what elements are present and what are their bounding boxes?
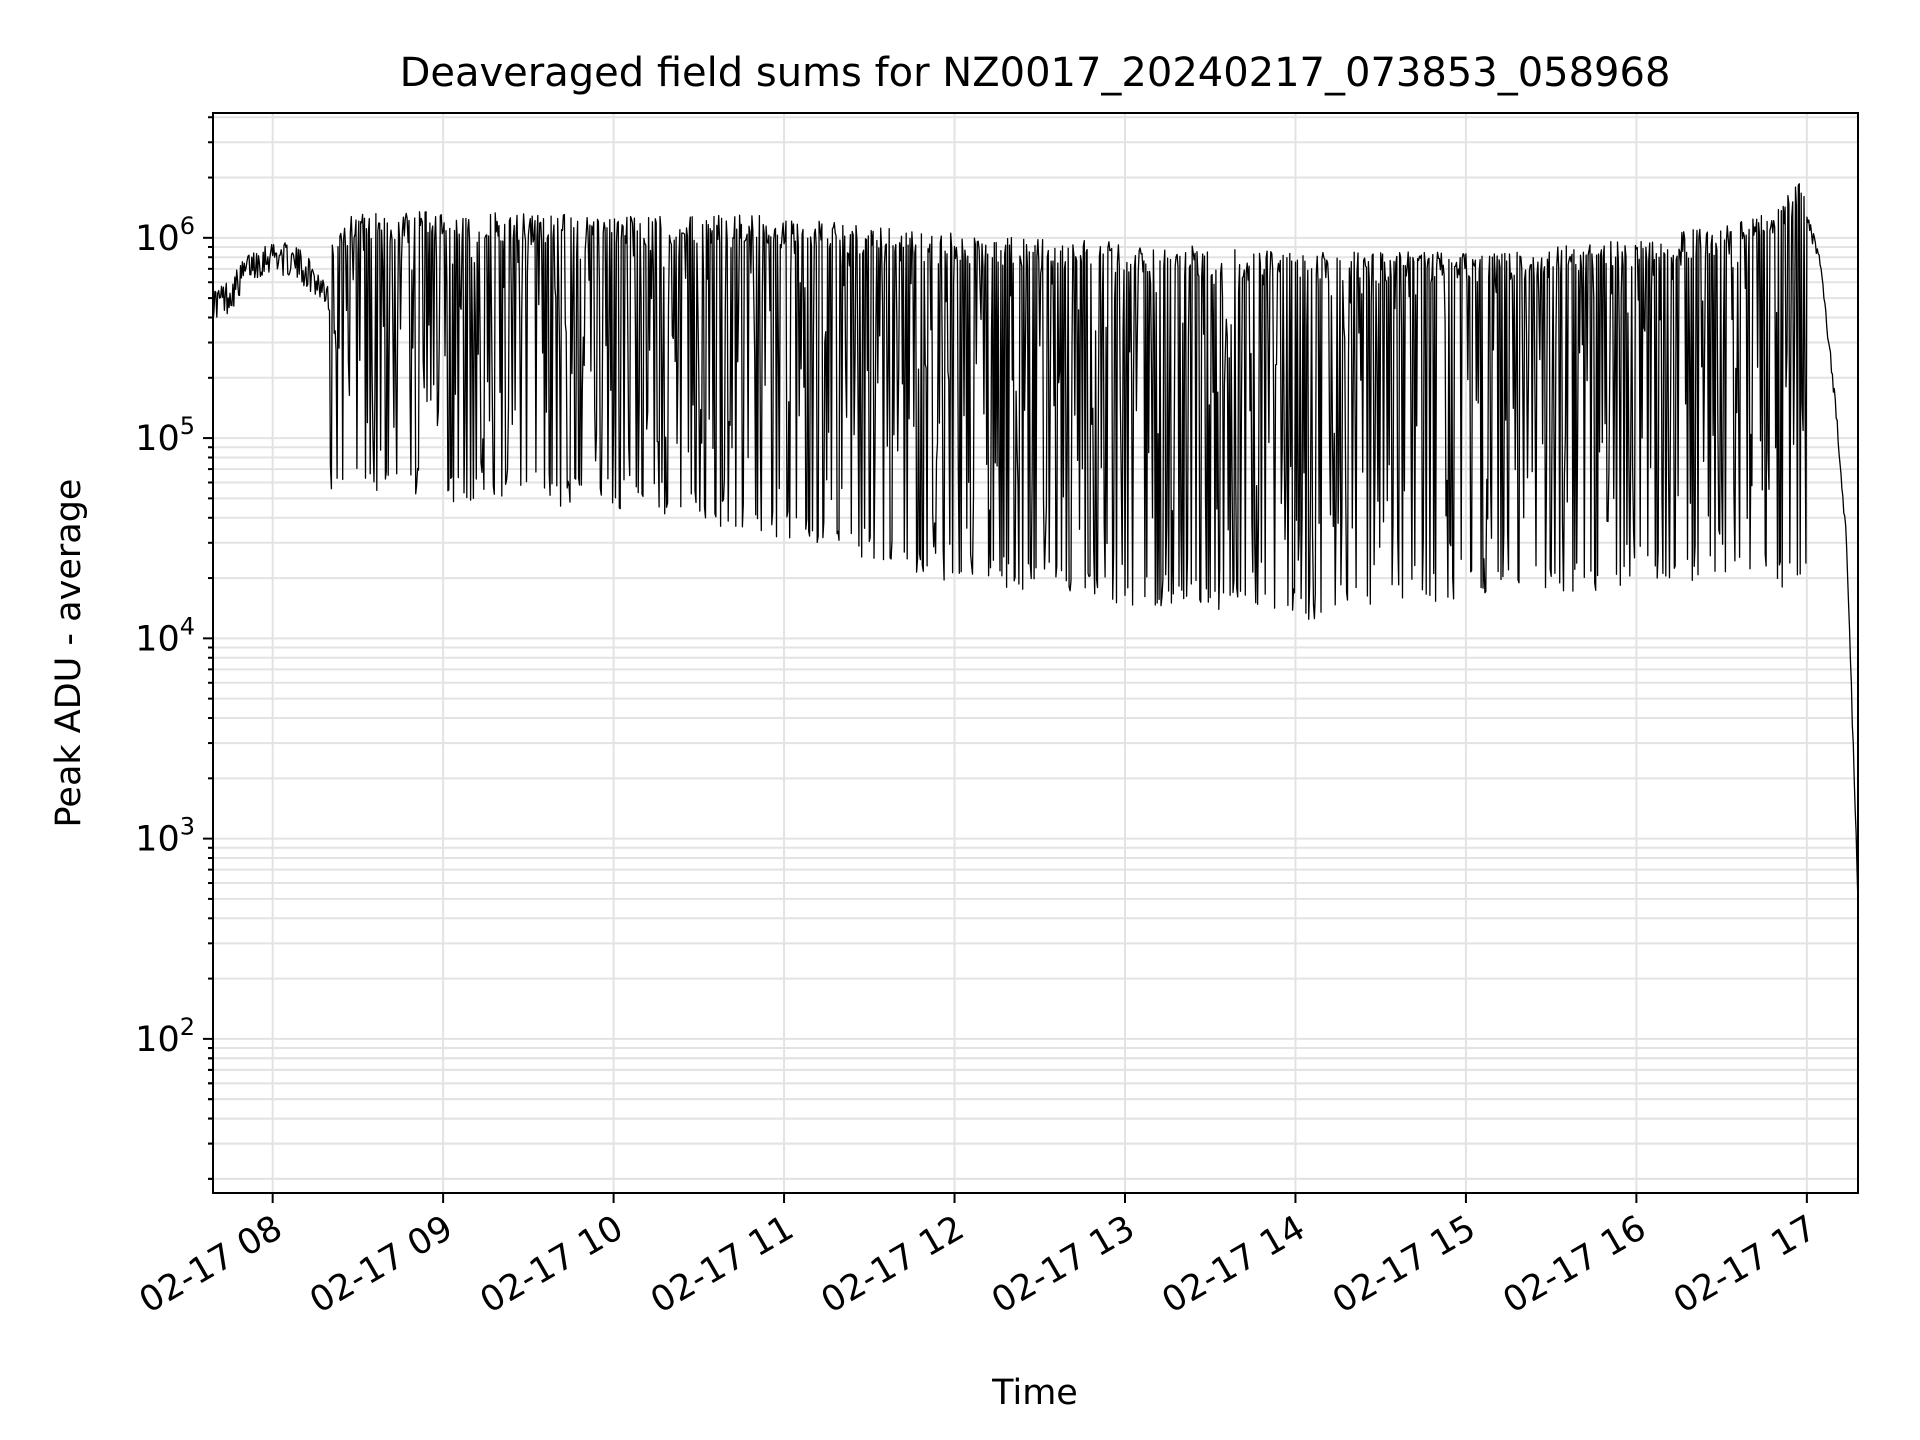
x-axis-label: Time (991, 1373, 1078, 1413)
y-axis-label: Peak ADU - average (49, 479, 89, 828)
y-tick-label: 105 (135, 412, 195, 459)
y-tick-label: 104 (135, 612, 195, 659)
plot-frame (212, 112, 1859, 1194)
y-tick-label: 103 (135, 813, 195, 860)
plot-data (213, 183, 1858, 905)
series-line (213, 183, 1858, 905)
y-axis-ticks: 102 103 104 105 106 (135, 116, 213, 1180)
chart-title: Deaveraged field sums for NZ0017_2024021… (400, 50, 1671, 96)
y-tick-label: 106 (135, 212, 195, 259)
y-tick-label: 102 (135, 1013, 195, 1060)
